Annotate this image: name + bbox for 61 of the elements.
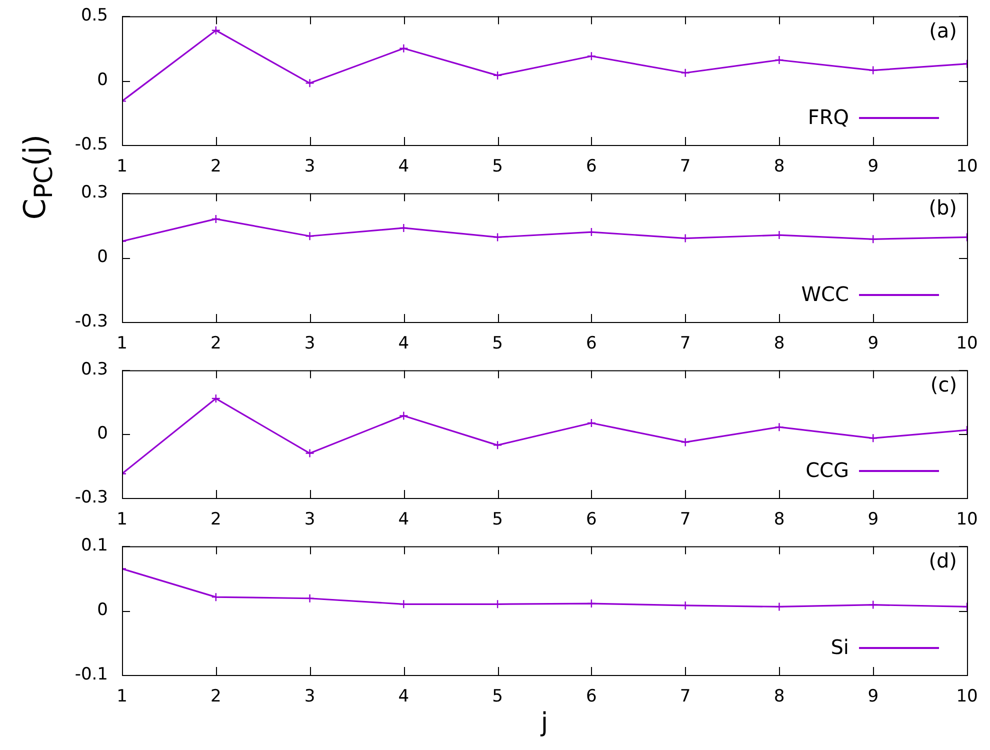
x-tick-label: 2	[210, 156, 222, 177]
x-tick-label: 5	[492, 510, 503, 530]
x-tick-label: 4	[398, 686, 410, 707]
y-tick-label: 0.3	[80, 360, 108, 380]
x-tick-label: 8	[774, 686, 785, 707]
x-tick-label: 2	[210, 686, 222, 707]
y-tick-label: -0.5	[74, 134, 108, 154]
x-tick-label: 1	[116, 510, 128, 530]
y-tick-label: 0	[97, 424, 108, 444]
y-tick-label: 0.5	[80, 6, 108, 26]
x-tick-label: 10	[956, 510, 978, 530]
y-tick-label: -0.3	[74, 487, 108, 508]
x-tick-label: 5	[492, 334, 503, 354]
x-tick-label: 9	[868, 686, 879, 707]
x-tick-label: 8	[774, 334, 785, 354]
x-tick-label: 10	[956, 686, 978, 707]
x-tick-label: 8	[774, 156, 785, 177]
x-tick-label: 10	[956, 334, 978, 354]
x-tick-label: 7	[680, 156, 691, 177]
x-tick-label: 9	[868, 156, 879, 177]
legend-label: FRQ	[808, 105, 849, 130]
x-tick-label: 7	[680, 334, 691, 354]
annotation: (c)	[930, 372, 957, 396]
x-tick-label: 9	[868, 510, 879, 530]
x-tick-label: 7	[680, 686, 691, 707]
x-tick-label: 8	[774, 510, 785, 530]
x-tick-label: 3	[304, 510, 316, 530]
x-tick-label: 4	[398, 156, 410, 177]
annotation: (b)	[928, 195, 957, 220]
x-tick-label: 1	[116, 156, 128, 177]
x-tick-label: 3	[304, 334, 316, 354]
x-tick-label: 2	[210, 334, 222, 354]
x-tick-label: 4	[398, 334, 410, 354]
legend-label: CCG	[806, 458, 849, 482]
y-tick-label: 0	[97, 600, 108, 620]
x-tick-label: 4	[398, 510, 410, 530]
x-tick-label: 1	[116, 334, 128, 354]
x-tick-label: 6	[586, 156, 597, 177]
legend-label: Si	[830, 635, 849, 660]
y-tick-label: 0.3	[80, 182, 108, 203]
x-tick-label: 5	[492, 686, 503, 707]
annotation: (a)	[929, 18, 957, 42]
x-axis-title: j	[540, 708, 548, 738]
x-tick-label: 3	[304, 156, 316, 177]
x-tick-label: 10	[956, 156, 978, 177]
y-tick-label: -0.3	[74, 311, 108, 332]
x-tick-label: 6	[586, 510, 597, 530]
x-tick-label: 6	[586, 334, 597, 354]
y-tick-label: 0	[97, 247, 108, 268]
x-tick-label: 3	[304, 686, 316, 707]
y-tick-label: 0	[97, 70, 108, 90]
y-tick-label: 0.1	[80, 536, 108, 556]
annotation: (d)	[928, 548, 957, 572]
x-tick-label: 5	[492, 156, 503, 177]
x-tick-label: 9	[868, 334, 879, 354]
x-tick-label: 1	[116, 686, 128, 707]
x-tick-label: 6	[586, 686, 597, 707]
x-tick-label: 7	[680, 510, 691, 530]
y-tick-label: -0.1	[74, 664, 108, 684]
legend-label: WCC	[801, 282, 849, 306]
x-tick-label: 2	[210, 510, 222, 530]
